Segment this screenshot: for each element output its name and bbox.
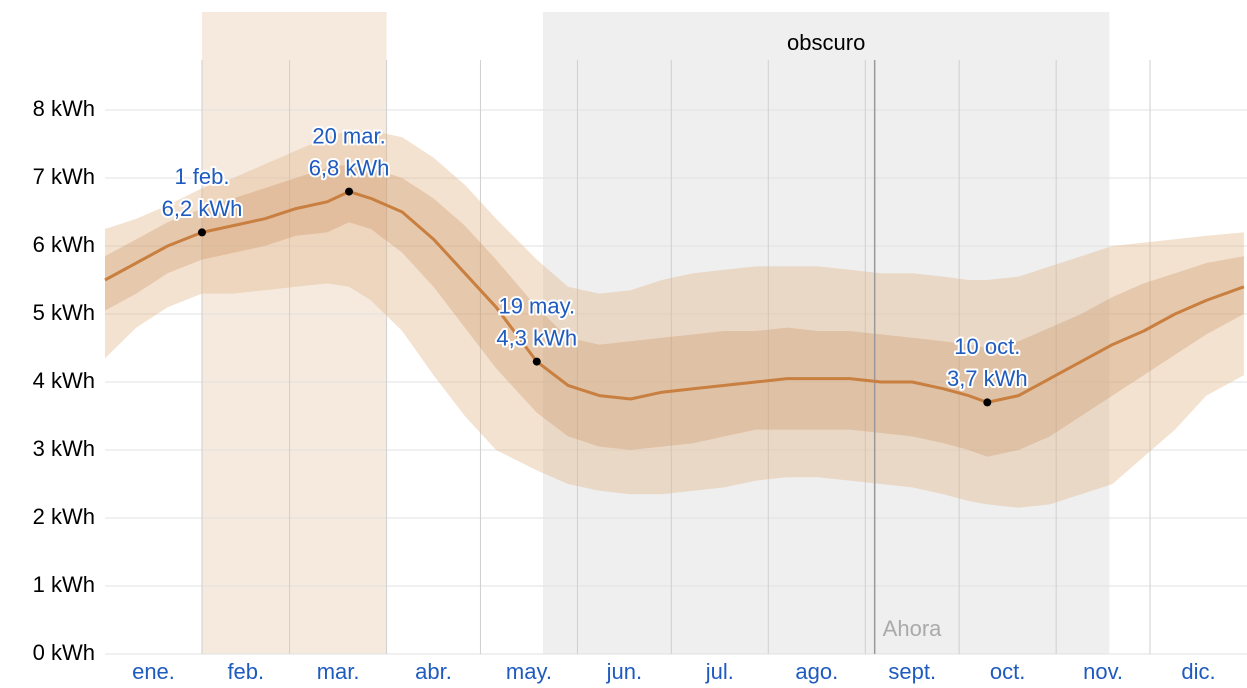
y-tick-label: 3 kWh [33, 436, 95, 461]
median-line [104, 190, 1245, 404]
y-tick-label: 2 kWh [33, 504, 95, 529]
x-tick-label: mar. [317, 659, 360, 684]
region [201, 12, 387, 654]
annotation-label: 1 feb. [174, 164, 229, 189]
annotation-label: 3,7 kWh [947, 366, 1028, 391]
annotation-label: 19 may. [498, 293, 575, 318]
y-tick-label: 6 kWh [33, 232, 95, 257]
annotation-label: 20 mar. [312, 123, 385, 148]
y-tick-label: 7 kWh [33, 164, 95, 189]
y-tick-label: 0 kWh [33, 640, 95, 665]
region [543, 12, 1110, 654]
region-label: obscuro [787, 30, 865, 55]
y-tick-label: 8 kWh [33, 96, 95, 121]
band [105, 164, 1244, 457]
annotation-label: 10 oct. [954, 334, 1020, 359]
y-tick-label: 4 kWh [33, 368, 95, 393]
x-tick-label: ago. [795, 659, 838, 684]
y-tick-label: 1 kWh [33, 572, 95, 597]
x-tick-label: sept. [888, 659, 936, 684]
now-label: Ahora [883, 616, 942, 641]
annotation-label: 4,3 kWh [496, 325, 577, 350]
x-tick-label: ene. [132, 659, 175, 684]
y-tick-label: 5 kWh [33, 300, 95, 325]
annotation-point [197, 228, 206, 237]
annotation-label: 6,8 kWh [309, 155, 390, 180]
x-tick-label: abr. [415, 659, 452, 684]
x-tick-label: feb. [227, 659, 264, 684]
annotation-label: 6,2 kWh [162, 196, 243, 221]
annotation-point [983, 398, 992, 407]
x-tick-label: jun. [606, 659, 642, 684]
band [105, 130, 1244, 508]
x-tick-label: oct. [990, 659, 1025, 684]
x-tick-label: nov. [1083, 659, 1123, 684]
x-tick-label: jul. [705, 659, 734, 684]
x-tick-label: dic. [1181, 659, 1215, 684]
x-tick-label: may. [506, 659, 552, 684]
annotation-point [345, 187, 354, 196]
annotation-point [532, 357, 541, 366]
